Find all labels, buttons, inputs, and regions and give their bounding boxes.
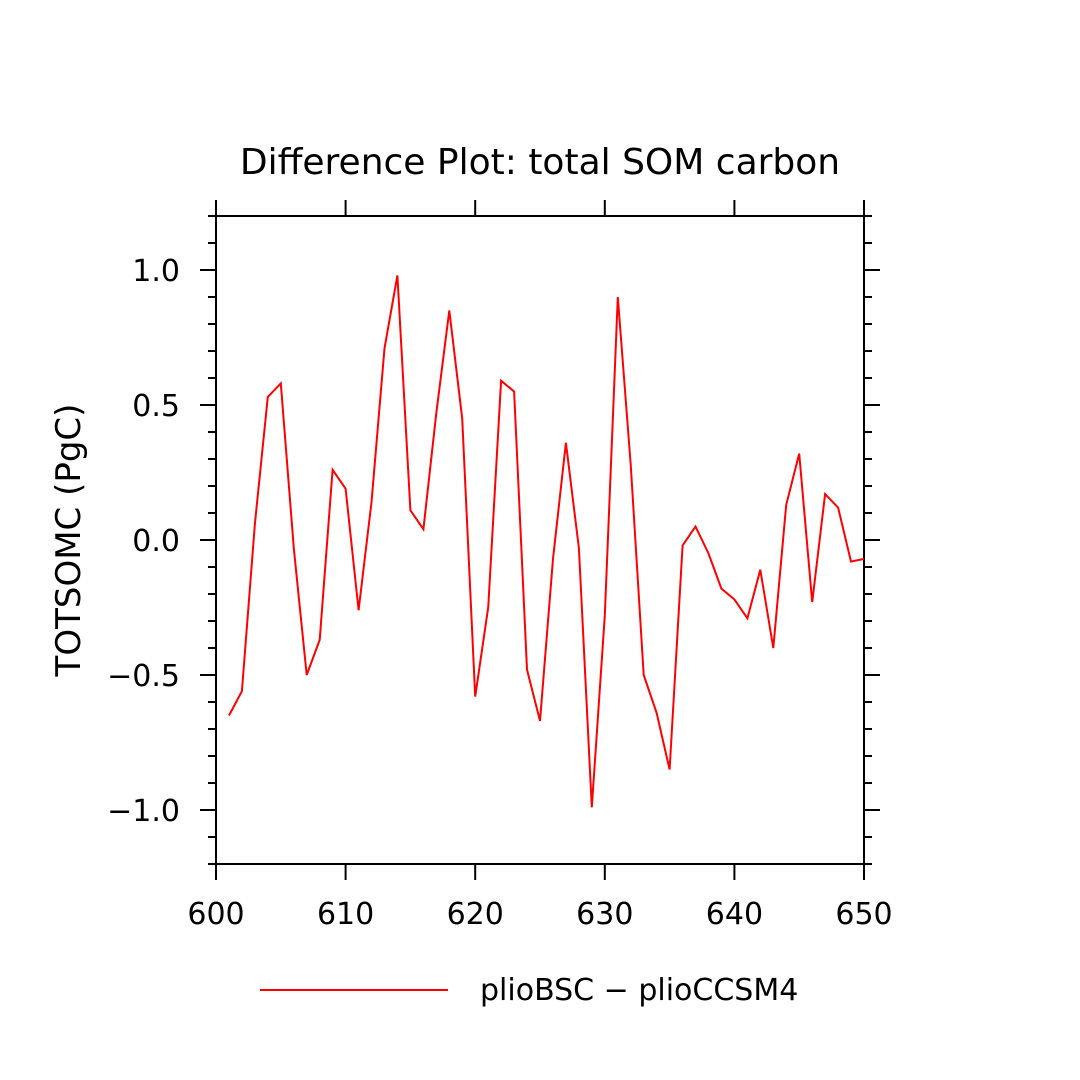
y-tick-label: 1.0 bbox=[132, 254, 180, 289]
x-tick-label: 610 bbox=[317, 897, 374, 932]
x-tick-label: 650 bbox=[835, 897, 892, 932]
series-line bbox=[228, 275, 865, 808]
plot-frame bbox=[215, 215, 865, 865]
x-tick-label: 600 bbox=[187, 897, 244, 932]
axis-ticks bbox=[200, 200, 880, 880]
legend: plioBSC − plioCCSM4 bbox=[260, 973, 798, 1008]
axis-tick-labels: 600 610 620 630 640 650 −1.0 −0.5 0.0 0.5 1.0 bbox=[107, 254, 892, 932]
x-tick-label: 640 bbox=[706, 897, 763, 932]
y-tick-label: 0.5 bbox=[132, 389, 180, 424]
y-tick-label: −1.0 bbox=[107, 794, 180, 829]
series-group bbox=[228, 275, 865, 808]
y-tick-label: −0.5 bbox=[107, 659, 180, 694]
x-tick-label: 620 bbox=[447, 897, 504, 932]
legend-series-label: plioBSC − plioCCSM4 bbox=[480, 973, 798, 1008]
y-axis-label: TOTSOMC (PgC) bbox=[49, 404, 89, 678]
chart-title: Difference Plot: total SOM carbon bbox=[240, 142, 840, 183]
x-tick-label: 630 bbox=[576, 897, 633, 932]
y-tick-label: 0.0 bbox=[132, 524, 180, 559]
